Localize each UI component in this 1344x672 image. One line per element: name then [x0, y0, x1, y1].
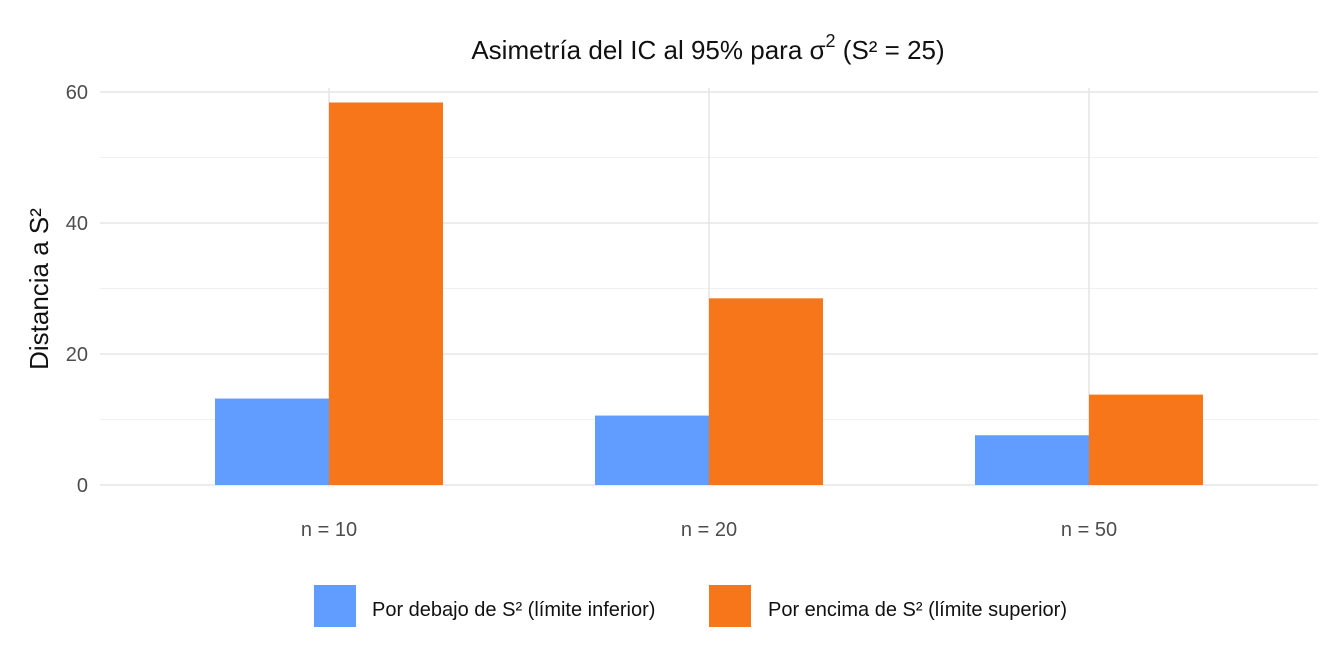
- y-tick-label: 60: [66, 82, 88, 104]
- legend: Por debajo de S² (límite inferior) Por en…: [314, 585, 1067, 627]
- bar-upper-1: [329, 102, 443, 485]
- y-axis-ticks: 0 20 40 60: [66, 82, 88, 497]
- y-tick-label: 0: [77, 475, 88, 497]
- bar-lower-1: [215, 398, 329, 485]
- x-axis-ticks: n = 10 n = 20 n = 50: [301, 519, 1117, 541]
- legend-label-2: Por encima de S² (límite superior): [768, 599, 1067, 621]
- y-axis-label: Distancia a S²: [24, 208, 54, 370]
- x-tick-label: n = 20: [681, 519, 737, 541]
- chart-title: Asimetría del IC al 95% para σ2 (S² = 25…: [471, 31, 944, 65]
- bar-upper-3: [1089, 394, 1203, 485]
- y-tick-label: 20: [66, 344, 88, 366]
- x-tick-label: n = 50: [1061, 519, 1117, 541]
- x-tick-label: n = 10: [301, 519, 357, 541]
- legend-label-1: Por debajo de S² (límite inferior): [372, 599, 655, 621]
- bars: [215, 102, 1203, 485]
- bar-lower-3: [975, 435, 1089, 485]
- bar-lower-2: [595, 415, 709, 485]
- legend-key-2: [709, 585, 751, 627]
- bar-upper-2: [709, 298, 823, 485]
- legend-key-1: [314, 585, 356, 627]
- y-tick-label: 40: [66, 213, 88, 235]
